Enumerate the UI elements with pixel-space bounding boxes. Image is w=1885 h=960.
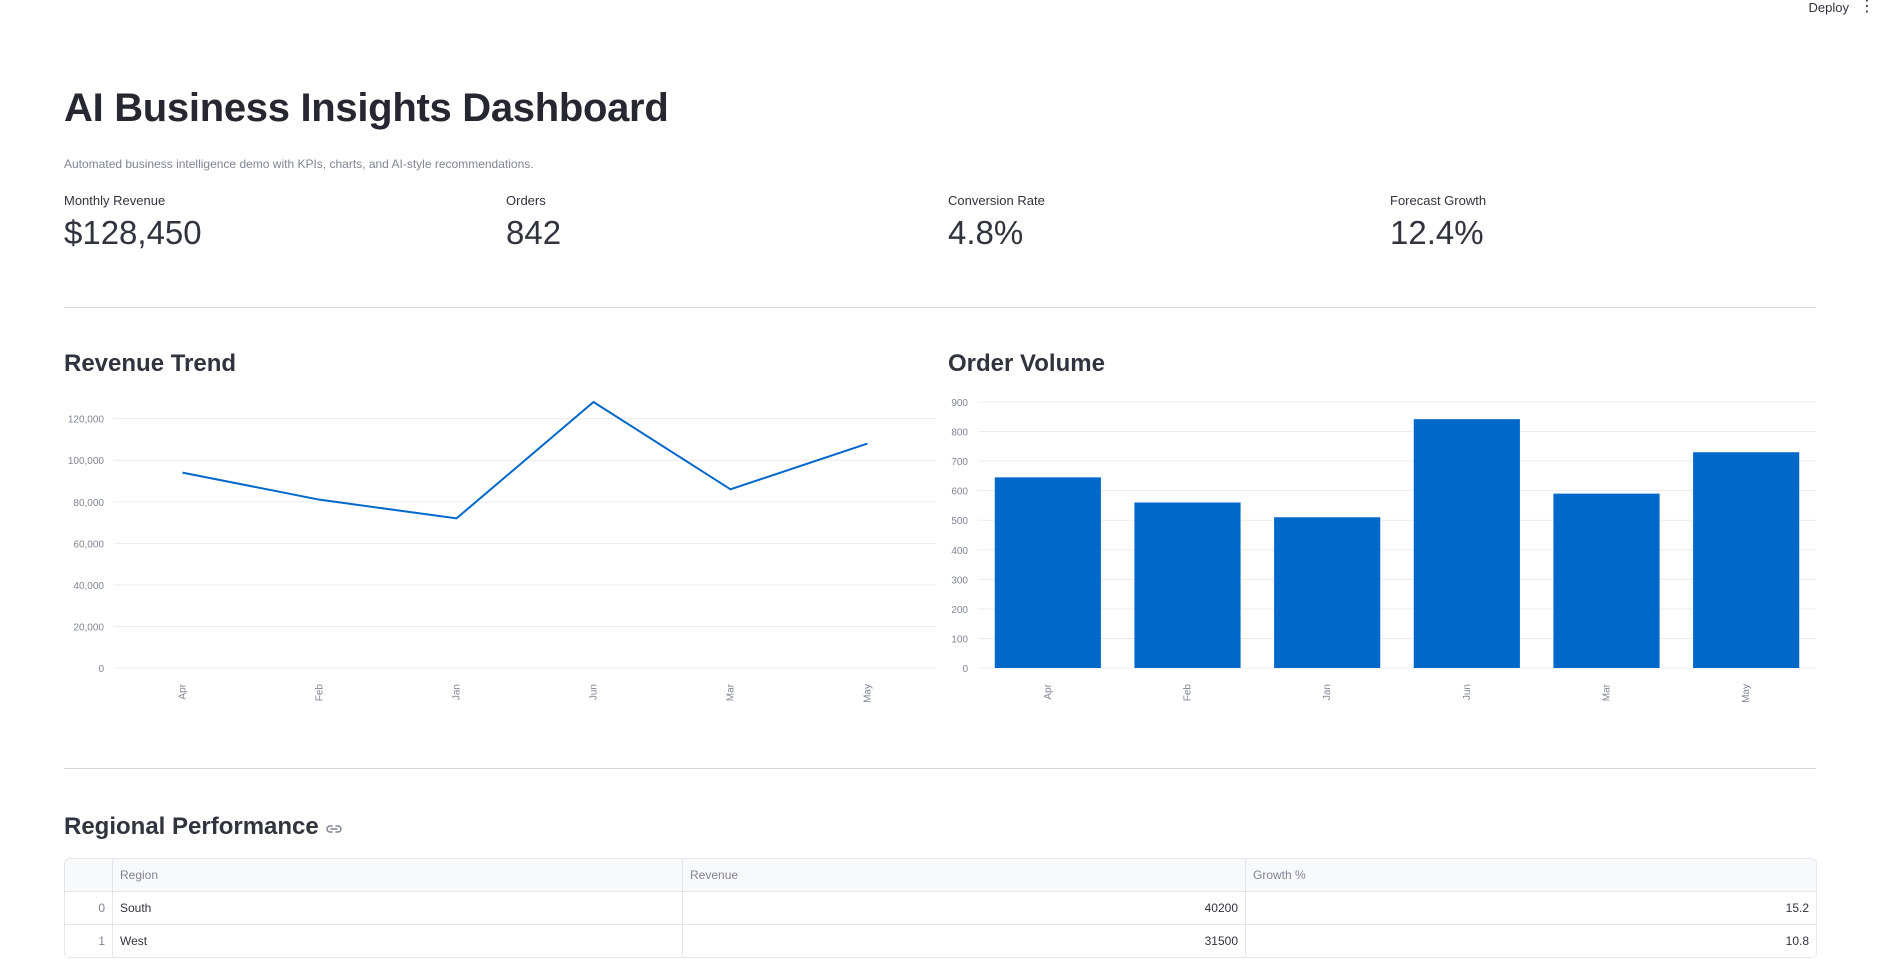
x-tick-label: Apr	[178, 683, 189, 699]
y-tick-label: 60,000	[73, 539, 104, 550]
kpi-label: Monthly Revenue	[64, 193, 166, 208]
column-header-revenue[interactable]: Revenue	[683, 859, 1246, 891]
table-row[interactable]: 0 South 40200 15.2	[65, 892, 1816, 925]
kpi-label: Forecast Growth	[1390, 193, 1487, 208]
cell-region[interactable]: South	[113, 892, 683, 924]
link-icon[interactable]	[325, 814, 343, 842]
section-title-text: Regional Performance	[64, 813, 319, 840]
cell-revenue[interactable]: 40200	[683, 892, 1246, 924]
bar[interactable]	[1274, 517, 1381, 668]
order-volume-chart: 0 100 200 300 400 500 600 700 800 900 Apr Feb Jan Jun…	[951, 398, 1816, 703]
kpi-label: Conversion Rate	[948, 193, 1045, 208]
column-header-region[interactable]: Region	[113, 859, 683, 891]
x-tick-label: Feb	[315, 684, 326, 702]
vertical-dots-icon[interactable]: ⋮	[1859, 0, 1875, 15]
kpi-value: 4.8%	[948, 214, 1024, 251]
kpi-monthly-revenue: Monthly Revenue $128,450	[64, 193, 202, 252]
kpi-value: $128,450	[64, 214, 202, 251]
bar[interactable]	[1553, 493, 1660, 668]
y-tick-label: 80,000	[73, 498, 104, 509]
x-tick-label: Apr	[1043, 683, 1054, 699]
bar[interactable]	[1134, 502, 1241, 668]
x-tick-label: May	[863, 684, 874, 703]
series-line[interactable]	[182, 400, 868, 520]
x-tick-label: Jan	[1322, 684, 1333, 700]
cell-revenue[interactable]: 31500	[683, 925, 1246, 957]
kpi-value: 12.4%	[1390, 214, 1484, 251]
y-tick-label: 200	[951, 605, 968, 616]
column-header-growth[interactable]: Growth %	[1253, 868, 1306, 882]
x-tick-label: Jun	[589, 684, 600, 700]
y-tick-label: 20,000	[73, 622, 104, 633]
x-tick-label: May	[1741, 684, 1752, 703]
y-tick-label: 0	[962, 664, 968, 675]
top-bar: Deploy ⋮	[0, 0, 1885, 16]
cell-region[interactable]: West	[113, 925, 683, 957]
x-tick-label: Mar	[726, 683, 737, 701]
bar[interactable]	[1413, 419, 1520, 668]
row-index: 0	[65, 892, 113, 924]
y-tick-label: 900	[951, 398, 968, 409]
y-tick-label: 0	[98, 664, 104, 675]
table-header-row: Region Revenue Growth %	[65, 859, 1816, 892]
y-tick-label: 100,000	[68, 456, 105, 467]
regional-performance-title: Regional Performance	[64, 813, 343, 842]
y-tick-label: 500	[951, 516, 968, 527]
x-tick-label: Jun	[1462, 684, 1473, 700]
cell-growth[interactable]: 15.2	[1785, 901, 1809, 915]
kpi-conversion-rate: Conversion Rate 4.8%	[948, 193, 1045, 252]
y-tick-label: 40,000	[73, 581, 104, 592]
index-header	[65, 859, 113, 891]
revenue-trend-title: Revenue Trend	[64, 350, 237, 377]
bar[interactable]	[994, 477, 1101, 668]
y-tick-label: 120,000	[68, 415, 105, 426]
y-tick-label: 100	[951, 634, 968, 645]
divider	[64, 307, 1816, 308]
x-tick-label: Feb	[1183, 684, 1194, 702]
deploy-button[interactable]: Deploy	[1808, 0, 1849, 15]
order-volume-title: Order Volume	[948, 350, 1105, 377]
kpi-forecast-growth: Forecast Growth 12.4%	[1390, 193, 1486, 252]
table-row[interactable]: 1 West 31500 10.8	[65, 925, 1816, 958]
y-tick-label: 400	[951, 546, 968, 557]
cell-growth[interactable]: 10.8	[1785, 934, 1809, 948]
kpi-orders: Orders 842	[506, 193, 561, 252]
revenue-trend-chart: 0 20,000 40,000 60,000 80,000 100,000 120,000 A…	[68, 400, 936, 703]
regional-performance-table[interactable]: Region Revenue Growth % 0 South 40200 15…	[64, 858, 1817, 958]
y-tick-label: 300	[951, 575, 968, 586]
bar[interactable]	[1693, 452, 1800, 668]
y-tick-label: 800	[951, 428, 968, 439]
page-title: AI Business Insights Dashboard	[64, 86, 669, 130]
kpi-label: Orders	[506, 193, 546, 208]
row-index: 1	[65, 925, 113, 957]
divider	[64, 768, 1816, 769]
kpi-value: 842	[506, 214, 562, 251]
x-tick-label: Mar	[1602, 683, 1613, 701]
y-tick-label: 700	[951, 457, 968, 468]
y-tick-label: 600	[951, 487, 968, 498]
x-tick-label: Jan	[452, 684, 463, 700]
page-subtitle: Automated business intelligence demo wit…	[64, 157, 534, 171]
